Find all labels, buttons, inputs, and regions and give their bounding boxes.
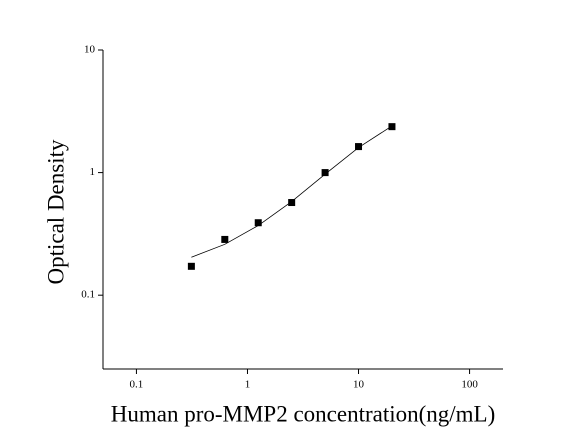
y-tick-label: 10 — [84, 44, 96, 56]
x-tick-label: 0.1 — [130, 379, 144, 391]
y-axis-title: Optical Density — [43, 139, 68, 284]
x-axis-title: Human pro-MMP2 concentration(ng/mL) — [111, 401, 496, 426]
y-tick-label: 0.1 — [81, 289, 95, 301]
data-point — [221, 235, 229, 243]
x-tick-label: 100 — [461, 379, 478, 391]
data-point — [187, 262, 195, 270]
data-point — [355, 143, 363, 151]
fit-curve — [191, 125, 393, 258]
x-tick-label: 10 — [353, 379, 365, 391]
data-point — [388, 123, 396, 131]
y-tick-label: 1 — [90, 166, 96, 178]
data-point — [321, 169, 329, 177]
x-tick-label: 1 — [245, 379, 251, 391]
data-point — [254, 219, 262, 227]
data-point — [288, 199, 296, 207]
